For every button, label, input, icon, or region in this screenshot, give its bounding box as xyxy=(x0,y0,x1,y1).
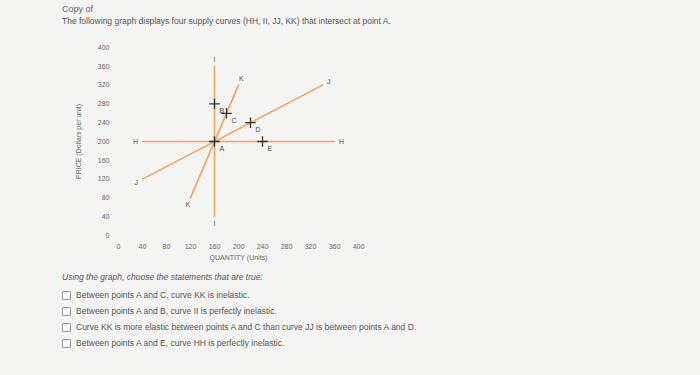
svg-text:C: C xyxy=(232,117,237,124)
svg-text:E: E xyxy=(268,145,273,152)
html-text:Between points A and C, curve: Between points A and C, curve KK is inel… xyxy=(76,290,250,300)
svg-text:PRICE (Dollars per unit): PRICE (Dollars per unit) xyxy=(75,104,83,179)
svg-text:80: 80 xyxy=(163,243,171,250)
html-text:The following graph displays f: The following graph displays four supply… xyxy=(62,16,391,26)
svg-text:280: 280 xyxy=(98,100,110,107)
html-text:Curve KK is more elastic betwe: Curve KK is more elastic between points … xyxy=(76,322,417,332)
svg-text:J: J xyxy=(135,179,139,186)
svg-text:360: 360 xyxy=(98,63,110,70)
svg-text:I: I xyxy=(214,56,216,63)
svg-text:120: 120 xyxy=(98,175,110,182)
svg-text:QUANTITY (Units): QUANTITY (Units) xyxy=(210,254,268,262)
svg-text:0: 0 xyxy=(106,232,110,239)
svg-text:320: 320 xyxy=(305,243,317,250)
svg-text:320: 320 xyxy=(98,81,110,88)
svg-text:H: H xyxy=(133,138,138,145)
svg-text:160: 160 xyxy=(209,243,221,250)
svg-text:D: D xyxy=(256,126,261,133)
svg-text:40: 40 xyxy=(139,243,147,250)
svg-text:160: 160 xyxy=(98,157,110,164)
svg-text:H: H xyxy=(339,138,344,145)
html-text:Using the graph, choose the st: Using the graph, choose the statements t… xyxy=(62,272,263,282)
svg-text:J: J xyxy=(327,78,331,85)
svg-text:K: K xyxy=(239,75,244,82)
svg-text:360: 360 xyxy=(329,243,341,250)
svg-text:120: 120 xyxy=(185,243,197,250)
svg-text:80: 80 xyxy=(102,194,110,201)
html-text:Between points A and E, curve: Between points A and E, curve HH is perf… xyxy=(76,338,285,348)
svg-text:280: 280 xyxy=(281,243,293,250)
svg-text:400: 400 xyxy=(98,44,110,51)
html-text:Between points A and B, curve: Between points A and B, curve II is perf… xyxy=(76,306,277,316)
svg-text:400: 400 xyxy=(353,243,365,250)
html-text:Copy of: Copy of xyxy=(62,4,93,14)
svg-text:200: 200 xyxy=(233,243,245,250)
svg-text:K: K xyxy=(185,201,190,208)
svg-text:0: 0 xyxy=(117,243,121,250)
svg-text:I: I xyxy=(214,220,216,227)
svg-text:240: 240 xyxy=(257,243,269,250)
svg-text:A: A xyxy=(220,145,225,152)
svg-text:B: B xyxy=(220,107,225,114)
svg-text:240: 240 xyxy=(98,119,110,126)
svg-text:200: 200 xyxy=(98,138,110,145)
svg-text:40: 40 xyxy=(102,213,110,220)
